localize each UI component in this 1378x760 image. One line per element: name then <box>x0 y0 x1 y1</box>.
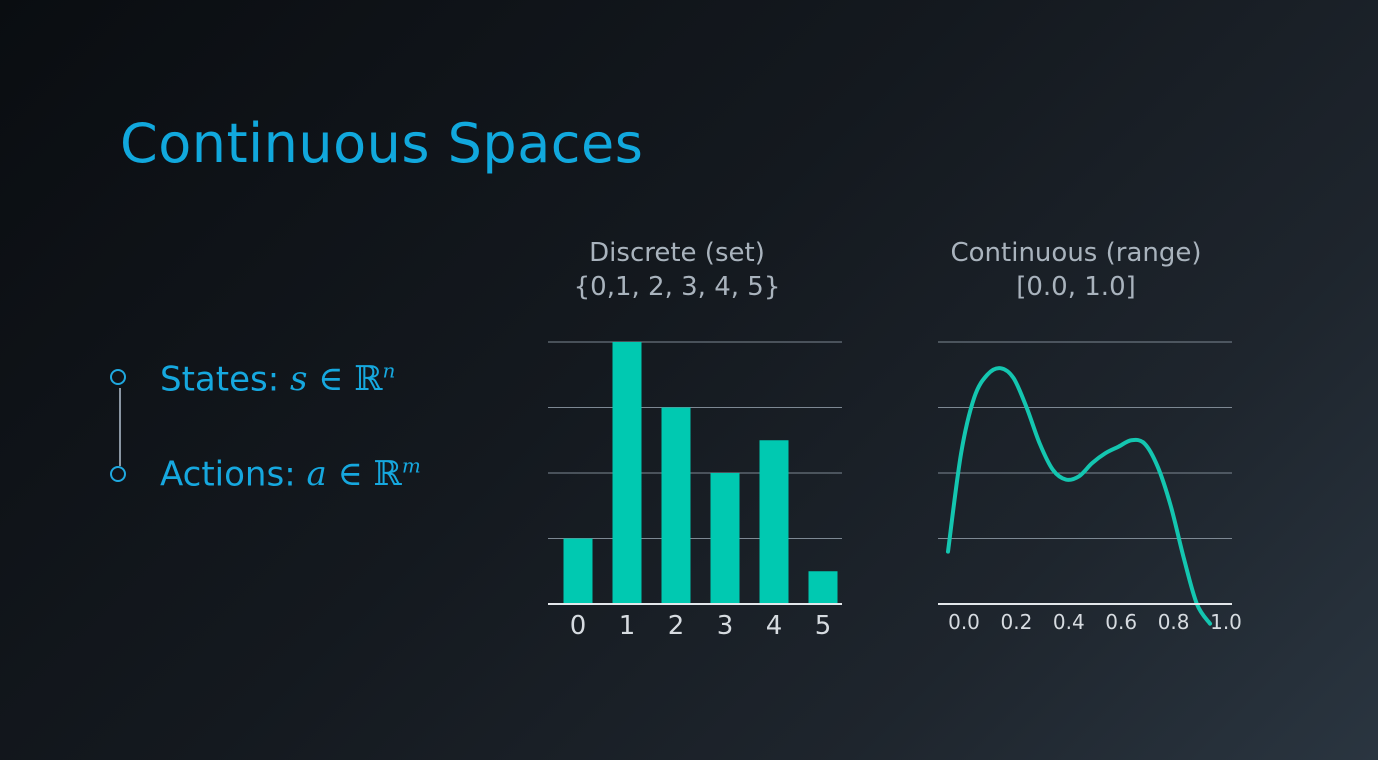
slide-title: Continuous Spaces <box>120 112 644 175</box>
actions-variable: a <box>306 454 327 495</box>
bar-2 <box>661 407 691 604</box>
actions-formula: a ∈ ℝm <box>306 454 420 494</box>
actions-element-of: ∈ <box>337 454 363 495</box>
x-tick-label: 0.2 <box>1000 610 1032 634</box>
x-tick-label: 0 <box>570 611 587 641</box>
actions-bullet-icon <box>110 466 126 482</box>
discrete-chart-title: Discrete (set) <box>589 238 765 268</box>
timeline-connector <box>119 388 121 466</box>
x-tick-label: 0.6 <box>1105 610 1137 634</box>
continuous-chart-subtitle: [0.0, 1.0] <box>1016 272 1136 302</box>
actions-item: Actions: a ∈ ℝm <box>160 454 421 494</box>
states-actions-list: States: s ∈ ℝn Actions: a ∈ ℝm <box>108 359 428 496</box>
x-tick-label: 0.8 <box>1158 610 1190 634</box>
x-tick-label: 1 <box>619 611 636 641</box>
x-tick-label: 4 <box>766 611 783 641</box>
states-element-of: ∈ <box>318 359 344 400</box>
actions-label: Actions: <box>160 454 296 495</box>
states-item: States: s ∈ ℝn <box>160 359 395 399</box>
bar-4 <box>759 440 789 604</box>
x-tick-label: 2 <box>668 611 685 641</box>
bar-0 <box>563 538 593 604</box>
states-dimension: n <box>382 359 396 383</box>
states-formula: s ∈ ℝn <box>290 359 395 399</box>
continuous-chart-heading: Continuous (range) [0.0, 1.0] <box>936 236 1216 304</box>
bar-5 <box>808 571 838 604</box>
x-tick-label: 1.0 <box>1210 610 1242 634</box>
bar-3 <box>710 473 740 604</box>
x-tick-label: 5 <box>815 611 832 641</box>
x-tick-label: 0.0 <box>948 610 980 634</box>
states-label: States: <box>160 359 280 400</box>
discrete-chart-heading: Discrete (set) {0,1, 2, 3, 4, 5} <box>546 236 808 304</box>
x-tick-label: 3 <box>717 611 734 641</box>
density-curve <box>946 366 1212 626</box>
states-bullet-icon <box>110 369 126 385</box>
x-tick-label: 0.4 <box>1053 610 1085 634</box>
states-real-set: ℝ <box>354 359 383 400</box>
discrete-chart-subtitle: {0,1, 2, 3, 4, 5} <box>573 272 781 302</box>
actions-real-set: ℝ <box>373 454 402 495</box>
continuous-chart-title: Continuous (range) <box>950 238 1202 268</box>
bar-1 <box>612 342 642 604</box>
states-variable: s <box>289 359 308 400</box>
actions-dimension: m <box>401 454 421 478</box>
